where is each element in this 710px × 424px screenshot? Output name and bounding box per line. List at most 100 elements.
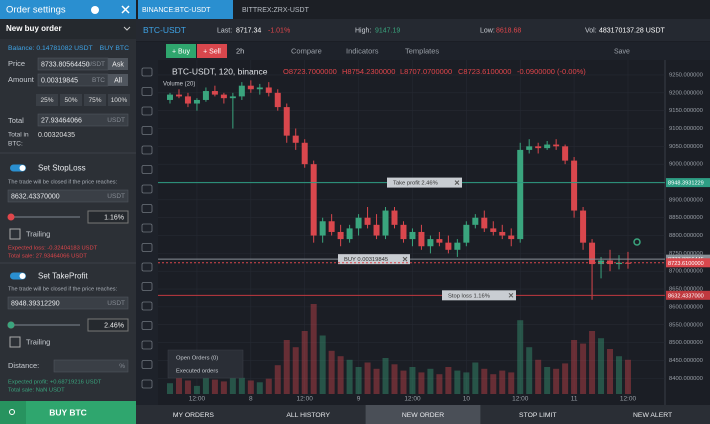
x-tick-label: 12:00 bbox=[620, 396, 637, 403]
candle-body bbox=[184, 96, 191, 104]
candle-body bbox=[517, 149, 524, 240]
sell-tool-button[interactable] bbox=[197, 44, 227, 58]
label[interactable]: 2h bbox=[236, 46, 244, 55]
label: Total bbox=[8, 116, 24, 125]
tool-icon[interactable] bbox=[141, 106, 153, 116]
all-button[interactable] bbox=[108, 74, 128, 86]
label: BINANCE:BTC-USDT bbox=[142, 7, 211, 14]
label: 2.46% bbox=[104, 322, 124, 329]
tool-icon[interactable] bbox=[141, 204, 153, 213]
label: BTC-USDT, 120, binance bbox=[172, 66, 268, 76]
input[interactable] bbox=[7, 189, 129, 203]
candle-body bbox=[193, 99, 200, 104]
tool-icon[interactable] bbox=[141, 321, 153, 330]
tool-icon[interactable] bbox=[141, 340, 153, 350]
tool-icon[interactable] bbox=[141, 301, 153, 311]
tool-icon[interactable] bbox=[141, 87, 153, 96]
percent-button[interactable] bbox=[36, 94, 58, 106]
candle-body bbox=[265, 87, 272, 93]
label[interactable]: Templates bbox=[405, 46, 439, 55]
input[interactable] bbox=[7, 296, 129, 310]
level-close[interactable] bbox=[508, 292, 514, 298]
label[interactable]: BUY BTC bbox=[100, 45, 129, 52]
level-box[interactable] bbox=[442, 290, 516, 301]
input[interactable] bbox=[37, 113, 129, 127]
candle-body bbox=[391, 210, 398, 225]
toggle-knob bbox=[19, 165, 26, 171]
tool-icon[interactable] bbox=[141, 184, 153, 194]
level-close[interactable] bbox=[402, 256, 408, 262]
checkbox[interactable] bbox=[9, 336, 21, 348]
orders-panel bbox=[167, 349, 244, 379]
tool-icon[interactable] bbox=[141, 282, 153, 291]
panel-title: Order settings bbox=[6, 5, 66, 16]
level-close[interactable] bbox=[454, 180, 460, 185]
buy-button[interactable] bbox=[0, 401, 136, 424]
close-icon[interactable] bbox=[121, 5, 130, 14]
label: Trailing bbox=[26, 337, 50, 346]
volume-bar bbox=[193, 385, 200, 394]
volume-bar bbox=[400, 370, 407, 394]
label: Vol: bbox=[585, 27, 597, 34]
label: BUY BTC bbox=[49, 407, 87, 417]
label: Ask bbox=[112, 61, 124, 68]
label: USDT bbox=[107, 117, 125, 124]
toolbar bbox=[136, 42, 710, 60]
volume-bar bbox=[310, 304, 317, 394]
tool-icon[interactable] bbox=[141, 379, 153, 389]
candle-body bbox=[364, 217, 371, 225]
buy-tool-button[interactable] bbox=[166, 44, 196, 58]
ask-button[interactable] bbox=[108, 58, 128, 70]
percent-box bbox=[87, 210, 129, 224]
ticker-bar bbox=[136, 19, 710, 41]
label[interactable]: Compare bbox=[291, 46, 322, 55]
slider-knob[interactable] bbox=[7, 321, 15, 329]
tool-icon[interactable] bbox=[141, 145, 153, 155]
label[interactable]: Indicators bbox=[346, 46, 379, 55]
slider-knob[interactable] bbox=[7, 213, 15, 221]
candle-body bbox=[355, 217, 362, 229]
label: ALL HISTORY bbox=[286, 412, 330, 419]
label: NEW ALERT bbox=[633, 412, 672, 419]
volume-bar bbox=[238, 377, 245, 394]
label: 9147.19 bbox=[375, 27, 400, 34]
tool-icon[interactable] bbox=[141, 165, 153, 174]
y-tick-label: 8850.000000 bbox=[669, 215, 703, 221]
label: 50% bbox=[64, 97, 77, 104]
percent-box bbox=[87, 318, 129, 332]
input[interactable] bbox=[53, 359, 129, 373]
x-tick-label: 8 bbox=[249, 396, 253, 403]
label[interactable]: Executed orders bbox=[176, 369, 218, 375]
tool-icon[interactable] bbox=[141, 67, 153, 77]
alert-dot[interactable] bbox=[633, 238, 641, 246]
volume-bar bbox=[283, 340, 290, 394]
percent-button[interactable] bbox=[60, 94, 82, 106]
volume-bar bbox=[472, 362, 479, 394]
volume-bar bbox=[508, 372, 515, 394]
label[interactable]: BITTREX:ZRX-USDT bbox=[242, 7, 310, 14]
order-type-select[interactable] bbox=[0, 19, 136, 39]
candle-body bbox=[283, 107, 290, 136]
level-box[interactable] bbox=[387, 177, 462, 188]
tool-icon[interactable] bbox=[141, 223, 153, 233]
percent-button[interactable] bbox=[108, 94, 130, 106]
label[interactable]: Open Orders (0) bbox=[176, 356, 218, 362]
candle-body bbox=[211, 91, 218, 95]
percent-button[interactable] bbox=[84, 94, 106, 106]
volume-bar bbox=[598, 338, 605, 394]
tool-icon[interactable] bbox=[141, 243, 153, 252]
label: 483170137.28 USDT bbox=[599, 27, 665, 34]
checkbox[interactable] bbox=[9, 228, 21, 240]
level-box[interactable] bbox=[338, 254, 410, 265]
volume-bar bbox=[211, 379, 218, 394]
active-tab[interactable] bbox=[138, 0, 233, 19]
y-tick-label: 8750.000000 bbox=[669, 251, 703, 257]
active-bottom-tab[interactable] bbox=[365, 405, 481, 424]
volume-bar bbox=[624, 359, 631, 394]
drawing-tools bbox=[136, 60, 158, 405]
label: Total sale: 27.93464066 USDT bbox=[8, 254, 87, 260]
tool-icon[interactable] bbox=[141, 262, 153, 272]
tool-icon[interactable] bbox=[141, 126, 153, 135]
tool-icon[interactable] bbox=[141, 360, 153, 369]
label[interactable]: Save bbox=[614, 48, 630, 55]
